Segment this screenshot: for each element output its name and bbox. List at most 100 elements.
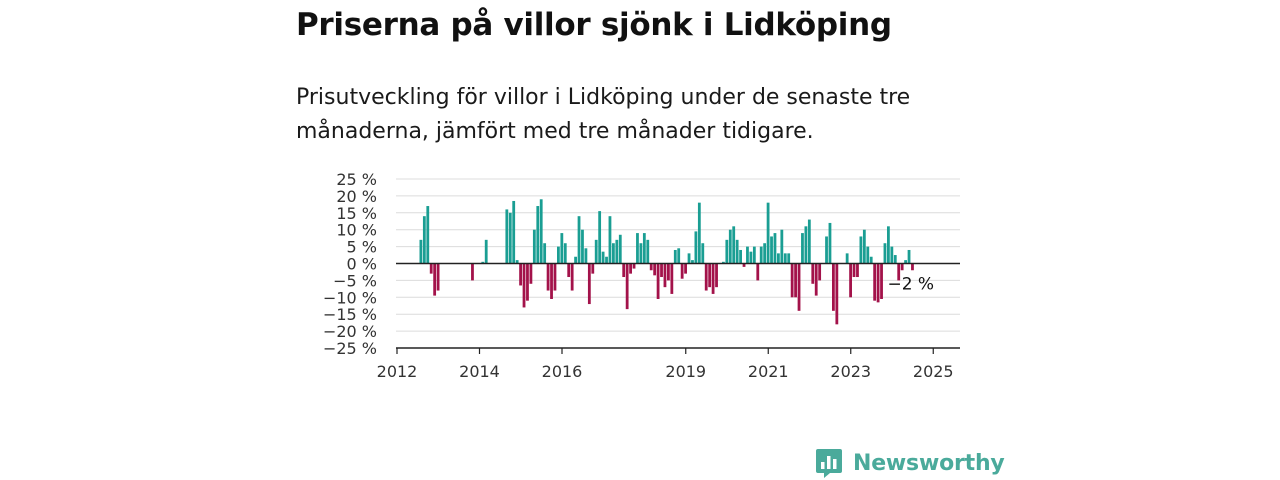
bar-positive — [481, 261, 485, 264]
bar-positive — [515, 260, 519, 264]
y-tick-label: −25 % — [323, 339, 377, 358]
y-tick-label: −15 % — [323, 305, 377, 324]
bar-positive — [728, 229, 732, 264]
bar-negative — [814, 263, 818, 296]
bar-negative — [670, 263, 674, 294]
bar-negative — [653, 263, 657, 276]
x-tick-label: 2021 — [748, 362, 789, 381]
bar-negative — [663, 263, 667, 288]
bar-negative — [591, 263, 595, 274]
y-tick-label: −20 % — [323, 322, 377, 341]
bar-positive — [725, 239, 729, 264]
bar-negative — [649, 263, 653, 271]
bar-negative — [880, 263, 883, 299]
y-tick-label: 10 % — [336, 221, 377, 240]
bar-positive — [505, 209, 509, 264]
bar-negative — [852, 263, 856, 278]
bar-negative — [797, 263, 801, 311]
y-tick-label: 20 % — [336, 187, 377, 206]
x-tick-label: 2012 — [377, 362, 418, 381]
bar-negative — [856, 263, 859, 278]
bar-negative — [526, 263, 529, 301]
bar-positive — [508, 212, 512, 264]
y-tick-label: 0 % — [347, 255, 377, 274]
bar-positive — [801, 233, 804, 264]
bar-positive — [759, 246, 763, 264]
bar-positive — [890, 246, 894, 264]
bar-positive — [539, 199, 543, 264]
bar-positive — [828, 222, 832, 264]
bar-positive — [773, 233, 777, 264]
x-tick-label: 2014 — [459, 362, 500, 381]
bar-negative — [708, 263, 712, 288]
bar-negative — [790, 263, 794, 298]
y-tick-label: 25 % — [336, 170, 377, 189]
bar-negative — [911, 263, 914, 271]
bar-positive — [543, 243, 547, 264]
bar-negative — [660, 263, 663, 278]
bar-negative — [818, 263, 822, 281]
bar-positive — [536, 206, 540, 264]
bar-negative — [429, 263, 433, 274]
bar-negative — [715, 263, 718, 288]
brand-name: Newsworthy — [853, 450, 1005, 476]
bar-positive — [557, 246, 560, 264]
bar-negative — [742, 263, 746, 267]
bar-negative — [897, 263, 901, 281]
bar-positive — [780, 229, 784, 264]
bar-negative — [553, 263, 557, 291]
bar-positive — [694, 231, 698, 264]
bar-positive — [804, 226, 808, 264]
newsworthy-logo: Newsworthy — [815, 446, 1005, 480]
bar-positive — [636, 233, 639, 264]
bar-positive — [605, 256, 608, 264]
bar-positive — [770, 236, 773, 264]
bar-negative — [656, 263, 660, 299]
bar-positive — [752, 246, 756, 264]
bar-positive — [893, 255, 897, 264]
bar-negative — [835, 263, 839, 325]
bar-negative — [876, 263, 880, 303]
bar-negative — [756, 263, 760, 281]
bar-positive — [677, 248, 681, 264]
bar-positive — [512, 200, 516, 264]
bar-positive — [735, 239, 739, 264]
y-tick-label: −10 % — [323, 288, 377, 307]
bar-positive — [887, 226, 890, 264]
bar-positive — [673, 249, 677, 264]
bar-negative — [433, 263, 437, 296]
bar-negative — [684, 263, 687, 274]
bar-positive — [701, 243, 705, 264]
y-tick-label: −5 % — [333, 271, 377, 290]
bar-negative — [832, 263, 835, 311]
bar-positive — [646, 239, 650, 264]
bar-positive — [862, 229, 866, 264]
x-axis-tick-labels: 2012 2014 2016 2019 2021 2023 2025 — [377, 362, 954, 381]
bar-positive — [763, 243, 767, 264]
bar-negative — [625, 263, 629, 310]
bar-negative — [546, 263, 550, 291]
bar-positive — [419, 239, 423, 264]
bar-positive — [787, 253, 791, 264]
y-tick-label: 15 % — [336, 204, 377, 223]
bar-negative — [567, 263, 571, 278]
bar-positive — [594, 239, 598, 264]
bar-positive — [601, 251, 605, 264]
bar-positive — [577, 216, 581, 264]
bar-positive — [691, 260, 694, 264]
bar-negative — [873, 263, 877, 301]
newsworthy-icon — [816, 449, 842, 478]
bar-positive — [618, 234, 622, 264]
bar-positive — [560, 233, 564, 264]
bar-positive — [612, 243, 615, 264]
bar-chart: 25 %20 %15 %10 %5 %0 %−5 %−10 %−15 %−20 … — [323, 170, 960, 381]
bar-positive — [777, 253, 780, 264]
y-tick-label: 5 % — [347, 238, 377, 257]
bar-positive — [766, 202, 770, 264]
bar-positive — [563, 243, 567, 264]
bar-positive — [859, 236, 863, 264]
bar-positive — [574, 256, 577, 264]
bar-positive — [697, 202, 701, 264]
bar-negative — [471, 263, 474, 281]
bar-positive — [426, 206, 430, 264]
